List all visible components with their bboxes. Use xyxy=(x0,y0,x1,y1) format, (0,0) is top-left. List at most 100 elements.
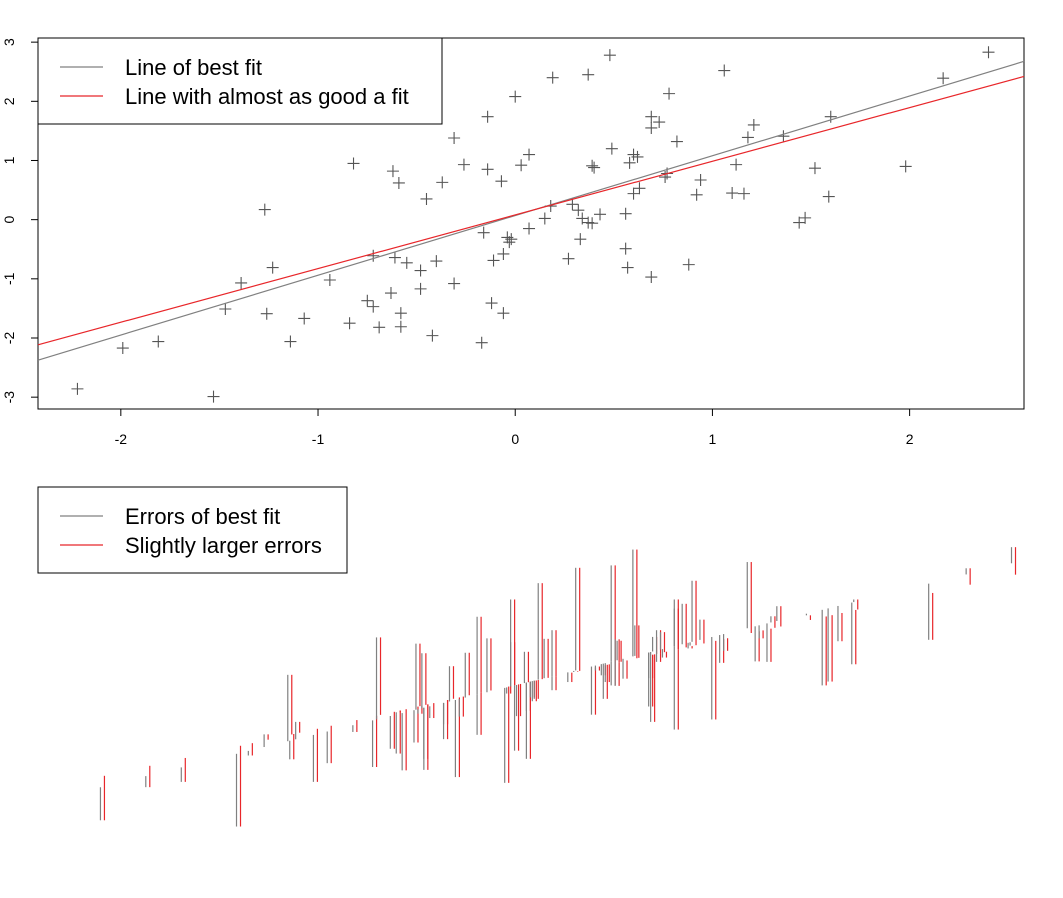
data-point xyxy=(497,307,510,320)
data-point xyxy=(347,157,360,170)
data-point xyxy=(448,277,461,290)
plot-frame xyxy=(37,37,1025,410)
fit-lines xyxy=(37,60,1025,361)
legend-box xyxy=(37,37,443,125)
data-point xyxy=(566,198,579,211)
data-point xyxy=(645,271,658,284)
data-point xyxy=(603,49,616,62)
y-tick-label: 1 xyxy=(1,156,17,164)
data-point xyxy=(373,321,386,334)
errors-panel: Errors of best fit Slightly larger error… xyxy=(37,486,1017,827)
legend-box xyxy=(37,486,348,574)
data-point xyxy=(71,382,84,395)
data-point xyxy=(523,148,536,161)
data-point xyxy=(414,264,427,277)
data-point xyxy=(574,233,587,246)
data-point xyxy=(258,203,271,216)
data-point xyxy=(400,256,413,269)
data-point xyxy=(386,165,399,178)
data-point xyxy=(822,190,835,203)
data-point xyxy=(260,307,273,320)
data-point xyxy=(690,188,703,201)
legend-top: Line of best fit Line with almost as goo… xyxy=(37,37,443,125)
data-point xyxy=(627,187,640,200)
data-point xyxy=(503,236,516,249)
data-point xyxy=(653,116,666,129)
legend-label-best-errors: Errors of best fit xyxy=(125,504,280,529)
legend-label-larger-errors: Slightly larger errors xyxy=(125,533,322,558)
y-tick-label: -1 xyxy=(1,272,17,285)
alt-fit-line xyxy=(37,75,1025,346)
legend-label-alt: Line with almost as good a fit xyxy=(125,84,409,109)
data-point xyxy=(343,317,356,330)
data-point xyxy=(392,176,405,189)
data-point xyxy=(388,251,401,264)
data-point xyxy=(361,294,374,307)
data-points xyxy=(71,46,995,403)
data-point xyxy=(899,160,912,173)
data-point xyxy=(457,158,470,171)
data-point xyxy=(937,72,950,85)
data-point xyxy=(572,204,585,217)
data-point xyxy=(481,110,494,123)
data-point xyxy=(436,176,449,189)
x-tick-label: -2 xyxy=(115,431,128,447)
y-tick-label: -3 xyxy=(1,391,17,404)
data-point xyxy=(619,242,632,255)
data-point xyxy=(538,212,551,225)
data-point xyxy=(730,158,743,171)
data-point xyxy=(588,161,601,174)
data-point xyxy=(737,187,750,200)
data-point xyxy=(605,142,618,155)
axis-ticks: -2 -1 0 1 2 -3 -2 -1 0 1 2 3 xyxy=(1,38,914,447)
data-point xyxy=(505,233,518,246)
data-point xyxy=(623,156,636,169)
data-point xyxy=(367,300,380,313)
data-point xyxy=(645,121,658,134)
data-point xyxy=(582,68,595,81)
x-tick-label: -1 xyxy=(312,431,325,447)
data-point xyxy=(485,297,498,310)
data-point xyxy=(747,118,760,131)
data-point xyxy=(394,307,407,320)
data-point xyxy=(619,207,632,220)
y-tick-label: -2 xyxy=(1,332,17,345)
data-point xyxy=(515,159,528,172)
data-point xyxy=(546,71,559,84)
data-point xyxy=(726,187,739,200)
x-tick-label: 0 xyxy=(511,431,519,447)
data-point xyxy=(808,162,821,175)
scatter-panel: -2 -1 0 1 2 -3 -2 -1 0 1 2 3 Line of best fit Line … xyxy=(1,37,1025,447)
data-point xyxy=(430,255,443,268)
data-point xyxy=(562,252,575,265)
data-point xyxy=(384,287,397,300)
x-tick-label: 2 xyxy=(906,431,914,447)
y-tick-label: 0 xyxy=(1,216,17,224)
error-segments xyxy=(99,547,1017,827)
data-point xyxy=(982,46,995,59)
data-point xyxy=(682,258,695,271)
data-point xyxy=(475,336,488,349)
data-point xyxy=(219,303,232,316)
data-point xyxy=(741,131,754,144)
data-point xyxy=(586,159,599,172)
data-point xyxy=(367,249,380,262)
data-point xyxy=(793,216,806,229)
data-point xyxy=(420,192,433,205)
data-point xyxy=(799,211,812,224)
data-point xyxy=(824,110,837,123)
data-point xyxy=(497,247,510,260)
x-tick-label: 1 xyxy=(709,431,717,447)
data-point xyxy=(477,226,490,239)
y-tick-label: 2 xyxy=(1,97,17,105)
data-point xyxy=(298,312,311,325)
data-point xyxy=(207,390,220,403)
y-tick-label: 3 xyxy=(1,38,17,46)
data-point xyxy=(663,87,676,100)
data-point xyxy=(323,274,336,287)
data-point xyxy=(694,174,707,187)
data-point xyxy=(495,175,508,188)
data-point xyxy=(509,90,522,103)
data-point xyxy=(235,276,248,289)
